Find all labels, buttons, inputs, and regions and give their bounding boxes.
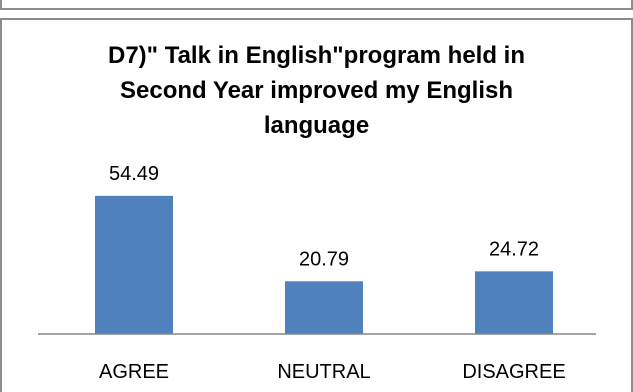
category-label-group: AGREE NEUTRAL DISAGREE <box>99 361 566 383</box>
data-label-agree: 54.49 <box>109 163 159 185</box>
data-label-group: 54.49 20.79 24.72 <box>109 163 539 270</box>
data-label-neutral: 20.79 <box>299 248 349 270</box>
category-label-neutral: NEUTRAL <box>277 361 370 383</box>
bar-agree <box>95 196 173 334</box>
data-label-disagree: 24.72 <box>489 238 539 260</box>
category-label-disagree: DISAGREE <box>462 361 565 383</box>
category-label-agree: AGREE <box>99 361 169 383</box>
bar-disagree <box>475 271 553 334</box>
bar-neutral <box>285 281 363 334</box>
